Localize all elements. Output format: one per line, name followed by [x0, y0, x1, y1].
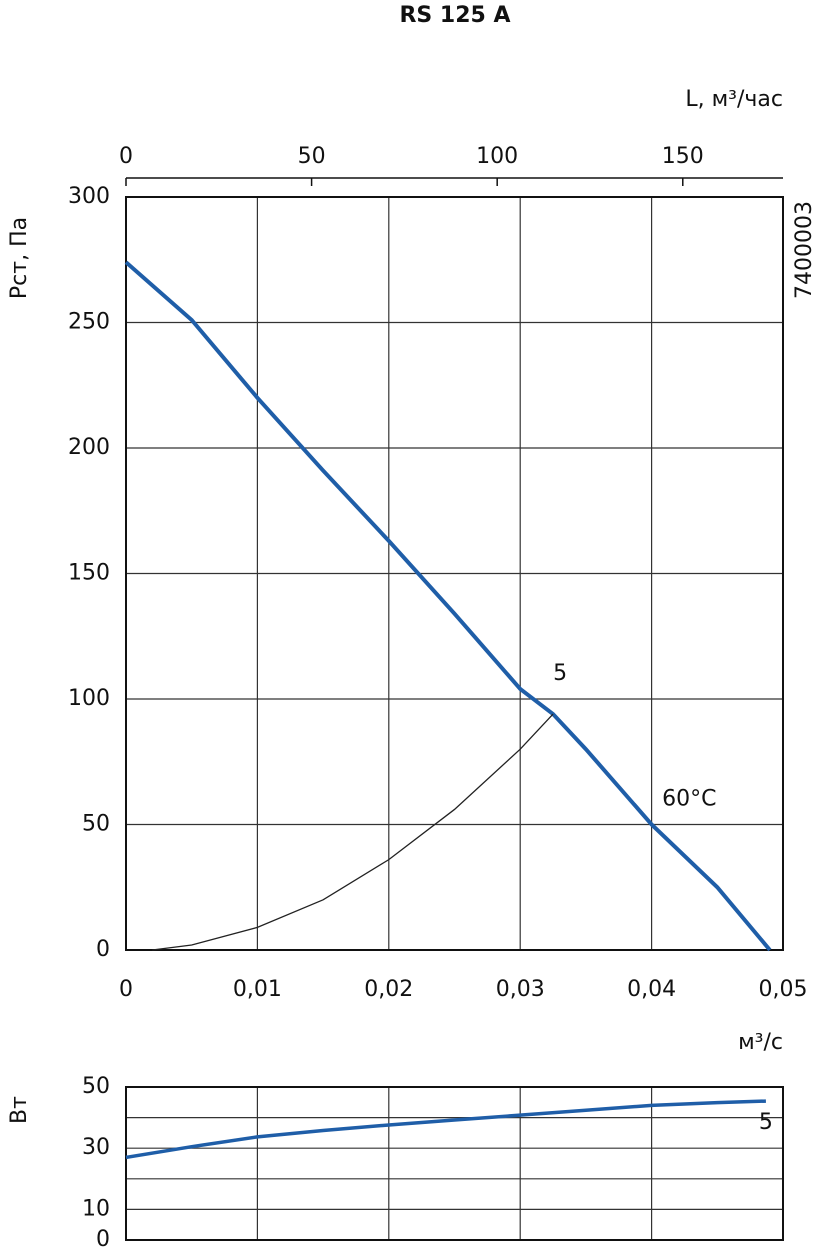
x2-tick-label: 50 — [298, 144, 326, 169]
y-tick-label: 30 — [82, 1135, 110, 1160]
series-line — [125, 1099, 766, 1160]
series-line — [152, 713, 554, 951]
x-tick-label: 0,05 — [759, 977, 808, 1002]
x2-tick-label: 150 — [662, 144, 704, 169]
side-code: 7400003 — [792, 201, 816, 299]
y-tick-label: 200 — [68, 435, 110, 460]
x-axis-label: м³/с — [738, 1030, 783, 1055]
x-tick-label: 0,04 — [627, 977, 676, 1002]
y-tick-label: 50 — [82, 1074, 110, 1099]
annotation: 5 — [553, 661, 567, 686]
x-tick-label: 0 — [119, 977, 133, 1002]
y-tick-label: 150 — [68, 561, 110, 586]
plot-frame — [125, 1086, 784, 1241]
chart-title: RS 125 A — [399, 3, 510, 28]
plot-frame — [125, 196, 784, 951]
annotation: 60°C — [662, 786, 716, 811]
y-axis-label: Pст, Па — [7, 217, 32, 299]
y-tick-label: 0 — [96, 937, 110, 962]
y-tick-label: 50 — [82, 812, 110, 837]
x-tick-label: 0,03 — [496, 977, 545, 1002]
y-tick-label: 300 — [68, 184, 110, 209]
series-line — [124, 260, 772, 952]
y-tick-label: 10 — [82, 1196, 110, 1221]
series-label: 5 — [759, 1110, 773, 1135]
y-tick-label: 0 — [96, 1227, 110, 1252]
x2-axis-label: L, м³/час — [685, 87, 783, 112]
y-tick-label: 100 — [68, 686, 110, 711]
y-tick-label: 250 — [68, 310, 110, 335]
x-tick-label: 0,02 — [364, 977, 413, 1002]
y-axis-label: Вт — [7, 1096, 32, 1124]
x2-tick-label: 0 — [119, 144, 133, 169]
x-tick-label: 0,01 — [233, 977, 282, 1002]
x2-tick-label: 100 — [476, 144, 518, 169]
